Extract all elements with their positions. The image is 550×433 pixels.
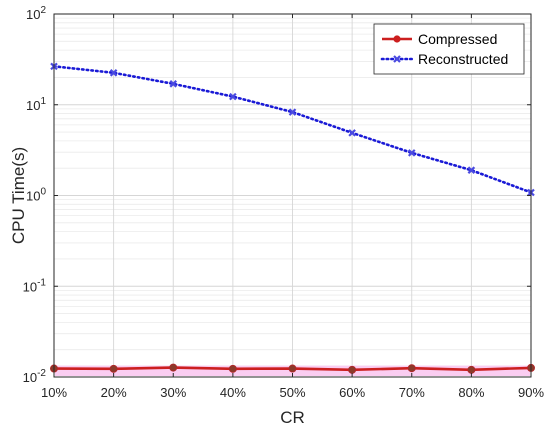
x-tick-label: 70% (399, 385, 425, 400)
series-compressed (50, 363, 536, 374)
data-point (467, 365, 476, 374)
data-point (348, 129, 356, 137)
x-tick-label: 60% (339, 385, 365, 400)
y-tick-label: 101 (26, 96, 46, 113)
x-tick-labels: 10% 20% 30% 40% 50% 60% 70% 80% 90% (41, 385, 544, 400)
data-point (109, 364, 118, 373)
legend: Compressed Reconstructed (373, 23, 525, 75)
x-tick-label: 10% (41, 385, 67, 400)
data-point (229, 92, 237, 101)
y-tick-label: 100 (26, 187, 46, 204)
legend-label: Compressed (418, 31, 497, 47)
data-point (169, 80, 178, 88)
legend-item-reconstructed: Reconstructed (380, 51, 508, 67)
x-tick-label: 40% (220, 385, 246, 400)
data-point (109, 69, 118, 77)
x-tick-label: 90% (518, 385, 544, 400)
data-point (467, 166, 476, 174)
y-tick-label: 10-2 (23, 368, 47, 385)
y-tick-labels: 10-2 10-1 100 101 102 (23, 5, 47, 385)
data-point (407, 149, 416, 157)
x-tick-label: 30% (160, 385, 186, 400)
x-tick-label: 80% (458, 385, 484, 400)
series-layer (50, 62, 536, 374)
legend-label: Reconstructed (418, 51, 508, 67)
legend-marker (393, 35, 401, 43)
y-tick-label: 10-1 (23, 277, 47, 294)
data-point (169, 363, 178, 372)
x-tick-label: 50% (279, 385, 305, 400)
y-axis-label: CPU Time(s) (9, 147, 28, 244)
legend-item-compressed: Compressed (382, 31, 497, 47)
data-point (228, 364, 237, 373)
y-tick-label: 102 (26, 5, 46, 22)
legend-box (373, 23, 525, 75)
data-point (288, 108, 297, 116)
data-point (348, 365, 357, 374)
x-tick-label: 20% (101, 385, 127, 400)
data-point (407, 364, 416, 373)
x-axis-label: CR (280, 408, 305, 427)
legend-marker (393, 55, 401, 63)
data-point (288, 364, 297, 373)
